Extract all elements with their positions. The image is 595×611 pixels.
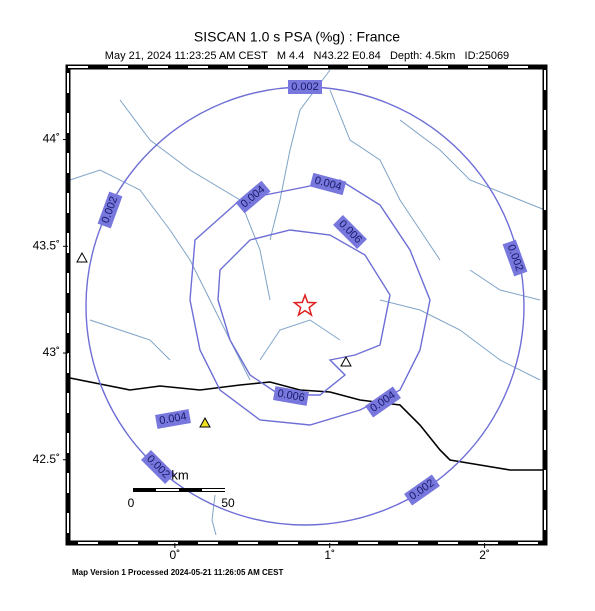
x-tick-label: 1˚ <box>324 548 335 562</box>
station <box>76 251 88 263</box>
station <box>199 416 211 428</box>
contour-label: 0.002 <box>291 81 319 93</box>
contour-label: 0.006 <box>276 388 305 405</box>
contour <box>217 229 391 396</box>
scale-bar: km 0 50 <box>128 467 235 510</box>
station <box>340 355 352 367</box>
y-tick-label: 43˚ <box>43 345 60 359</box>
y-tick-label: 44˚ <box>43 132 60 146</box>
y-tick-label: 43.5˚ <box>33 238 60 252</box>
rivers <box>69 69 546 536</box>
y-tick-label: 42.5˚ <box>33 452 60 466</box>
footer: Map Version 1 Processed 2024-05-21 11:26… <box>72 568 283 577</box>
subtitle: May 21, 2024 11:23:25 AM CEST M 4.4 N43.… <box>105 50 509 62</box>
contour-label: 0.004 <box>158 411 187 428</box>
map-area <box>68 67 545 543</box>
title: SISCAN 1.0 s PSA (%g) : France <box>194 29 400 45</box>
scale-unit: km <box>171 467 188 482</box>
map-frame <box>65 64 548 546</box>
epicenter <box>292 292 318 317</box>
x-tick-label: 0˚ <box>170 548 181 562</box>
x-tick-label: 2˚ <box>479 548 490 562</box>
map: 0.002 0.002 0.002 0.002 0.002 0.004 0.00… <box>65 64 548 546</box>
scale-start: 0 <box>128 496 135 510</box>
scale-end: 50 <box>221 496 235 510</box>
